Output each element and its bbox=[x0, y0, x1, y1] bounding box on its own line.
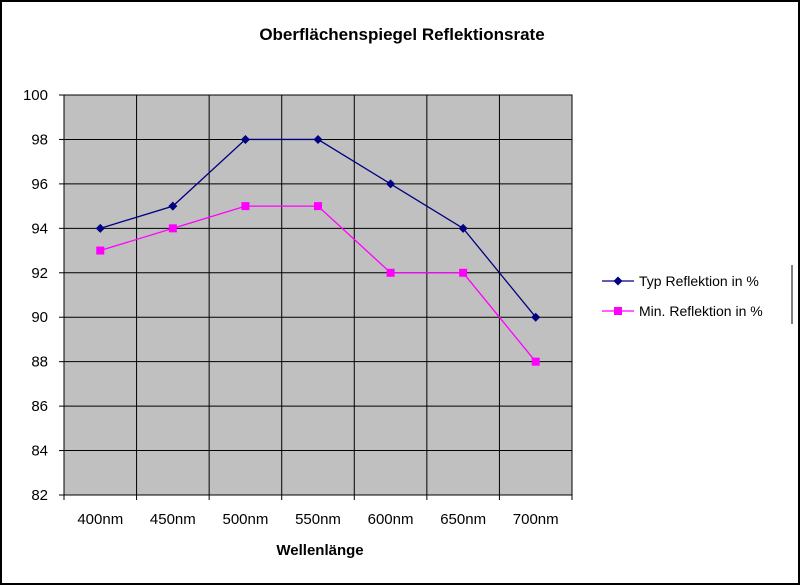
legend-marker bbox=[614, 307, 622, 315]
y-axis-ticks: 82 84 86 88 90 92 94 96 98 100 bbox=[23, 87, 64, 504]
x-tick-label: 600nm bbox=[368, 511, 414, 528]
y-tick-label: 90 bbox=[31, 309, 48, 326]
y-tick-label: 92 bbox=[31, 265, 48, 282]
x-tick-label: 450nm bbox=[150, 511, 196, 528]
series-2 bbox=[96, 202, 540, 366]
data-point bbox=[95, 223, 105, 233]
data-point bbox=[459, 268, 468, 277]
data-point bbox=[531, 357, 540, 366]
legend-item: Typ Reflektion in % bbox=[602, 273, 759, 289]
x-tick-label: 550nm bbox=[295, 511, 341, 528]
y-tick-label: 84 bbox=[31, 443, 48, 460]
y-tick-label: 94 bbox=[31, 220, 48, 237]
y-tick-label: 82 bbox=[31, 487, 48, 504]
x-tick-label: 700nm bbox=[513, 511, 559, 528]
plot-background bbox=[63, 94, 573, 496]
y-tick-label: 96 bbox=[31, 176, 48, 193]
chart-title: Oberflächenspiegel Reflektionsrate bbox=[259, 25, 544, 44]
data-point bbox=[386, 179, 396, 189]
y-tick-label: 98 bbox=[31, 131, 48, 148]
x-tick-label: 650nm bbox=[440, 511, 486, 528]
data-point bbox=[168, 224, 177, 233]
data-point bbox=[458, 223, 468, 233]
series-layer bbox=[95, 134, 541, 366]
data-point bbox=[386, 268, 395, 277]
data-point bbox=[168, 201, 178, 211]
legend-label: Typ Reflektion in % bbox=[639, 273, 759, 289]
legend-marker bbox=[613, 276, 623, 286]
plot-area bbox=[63, 94, 573, 496]
legend: Typ Reflektion in % Min. Reflektion in % bbox=[602, 265, 793, 324]
y-tick-label: 88 bbox=[31, 354, 48, 371]
data-point bbox=[240, 134, 250, 144]
x-tick-label: 400nm bbox=[77, 511, 123, 528]
series-1 bbox=[95, 134, 541, 322]
data-point bbox=[314, 202, 322, 211]
x-tick-label: 500nm bbox=[222, 511, 268, 528]
data-point bbox=[531, 312, 541, 322]
y-tick-label: 86 bbox=[31, 398, 48, 415]
x-axis-label: Wellenlänge bbox=[276, 542, 363, 559]
legend-item: Min. Reflektion in % bbox=[602, 303, 763, 319]
y-tick-label: 100 bbox=[23, 87, 48, 104]
data-point bbox=[96, 246, 105, 255]
x-axis-ticks: 400nm 450nm 500nm 550nm 600nm 650nm 700nm bbox=[63, 495, 573, 528]
data-point bbox=[313, 134, 323, 144]
legend-label: Min. Reflektion in % bbox=[639, 303, 763, 319]
data-point bbox=[241, 202, 250, 211]
